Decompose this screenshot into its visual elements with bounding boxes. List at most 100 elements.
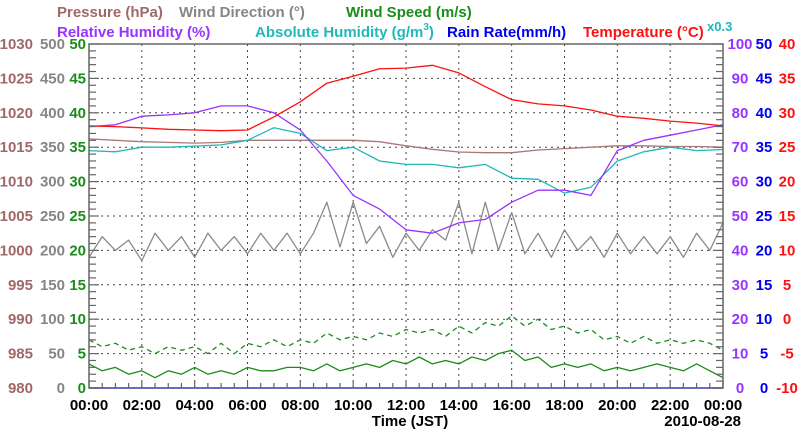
- y-tick-label-relative-humidity: 90: [732, 70, 749, 87]
- y-tick-label-rain-rate: 35: [756, 139, 773, 156]
- x-tick-label: 14:00: [440, 397, 478, 414]
- y-tick-label-wind-speed: 10: [69, 311, 86, 328]
- y-tick-label-wind-speed: 25: [69, 208, 86, 225]
- y-tick-label-wind-direction: 150: [40, 277, 65, 294]
- y-tick-label-temperature: 20: [779, 174, 796, 191]
- y-tick-label-rain-rate: 50: [756, 36, 773, 53]
- axis-labels: 9809859909951000100510101015102010251030…: [0, 36, 798, 414]
- y-tick-label-rain-rate: 10: [756, 311, 773, 328]
- x-tick-label: 20:00: [598, 397, 636, 414]
- y-tick-label-wind-direction: 100: [40, 311, 65, 328]
- series-relative-humidity: [88, 105, 724, 234]
- y-tick-label-relative-humidity: 60: [732, 174, 749, 191]
- y-tick-label-temperature: 0: [783, 311, 791, 328]
- x-tick-label: 00:00: [704, 397, 742, 414]
- axis-ticks: [88, 43, 724, 389]
- x-tick-label: 18:00: [545, 397, 583, 414]
- y-tick-label-relative-humidity: 0: [736, 380, 744, 397]
- y-tick-label-pressure: 1025: [0, 70, 33, 87]
- y-tick-label-temperature: 30: [779, 105, 796, 122]
- y-tick-label-rain-rate: 40: [756, 105, 773, 122]
- y-tick-label-pressure: 1005: [0, 208, 33, 225]
- y-tick-label-relative-humidity: 10: [732, 346, 749, 363]
- grid: [89, 44, 723, 388]
- legend-wind-speed: Wind Speed (m/s): [346, 4, 472, 21]
- y-tick-label-temperature: 25: [779, 139, 796, 156]
- y-tick-label-rain-rate: 45: [756, 70, 773, 87]
- y-tick-label-relative-humidity: 70: [732, 139, 749, 156]
- legend: Pressure (hPa) Wind Direction (°) Wind S…: [57, 4, 732, 41]
- y-tick-label-pressure: 1020: [0, 105, 33, 122]
- y-tick-label-rain-rate: 20: [756, 242, 773, 259]
- y-tick-label-pressure: 1015: [0, 139, 33, 156]
- series-pressure-hpa: [88, 138, 724, 154]
- y-tick-label-wind-speed: 35: [69, 139, 86, 156]
- y-tick-label-wind-speed: 50: [69, 36, 86, 53]
- y-tick-label-wind-speed: 0: [78, 380, 86, 397]
- y-tick-label-wind-direction: 0: [57, 380, 65, 397]
- legend-wind-direction: Wind Direction (°): [179, 4, 305, 21]
- y-tick-label-wind-speed: 40: [69, 105, 86, 122]
- y-tick-label-rain-rate: 15: [756, 277, 773, 294]
- y-tick-label-wind-direction: 200: [40, 242, 65, 259]
- y-tick-label-temperature: 35: [779, 70, 796, 87]
- series-wind-speed-m-s: [88, 349, 724, 379]
- legend-temperature: Temperature (°C): [583, 24, 704, 41]
- abs-humidity-scale-note: x0.3: [707, 19, 732, 34]
- x-tick-label: 16:00: [492, 397, 530, 414]
- y-tick-label-wind-speed: 5: [78, 346, 86, 363]
- y-tick-label-temperature: -10: [776, 380, 798, 397]
- y-tick-label-wind-direction: 300: [40, 174, 65, 191]
- series-temperature-c: [88, 64, 724, 132]
- y-tick-label-rain-rate: 5: [760, 346, 768, 363]
- y-tick-label-temperature: -5: [780, 346, 793, 363]
- y-tick-label-rain-rate: 30: [756, 174, 773, 191]
- y-tick-label-temperature: 5: [783, 277, 791, 294]
- series-wind-speed-gust-m-s: [88, 315, 724, 355]
- series-wind-direction: [88, 201, 724, 262]
- y-tick-label-relative-humidity: 30: [732, 277, 749, 294]
- y-tick-label-pressure: 995: [8, 277, 33, 294]
- y-tick-label-wind-speed: 30: [69, 174, 86, 191]
- legend-relative-humidity: Relative Humidity (%): [57, 24, 210, 41]
- y-tick-label-wind-direction: 50: [48, 346, 65, 363]
- y-tick-label-wind-speed: 45: [69, 70, 86, 87]
- y-tick-label-temperature: 15: [779, 208, 796, 225]
- date-label: 2010-08-28: [664, 413, 741, 430]
- y-tick-label-relative-humidity: 20: [732, 311, 749, 328]
- y-tick-label-pressure: 985: [8, 346, 33, 363]
- x-axis-title: Time (JST): [372, 413, 448, 430]
- y-tick-label-wind-speed: 15: [69, 277, 86, 294]
- y-tick-label-wind-direction: 450: [40, 70, 65, 87]
- legend-absolute-humidity: Absolute Humidity (g/m3): [255, 22, 434, 41]
- y-tick-label-relative-humidity: 40: [732, 242, 749, 259]
- x-tick-label: 02:00: [123, 397, 161, 414]
- plot-frame: [88, 43, 724, 389]
- x-tick-label: 00:00: [70, 397, 108, 414]
- x-tick-label: 04:00: [175, 397, 213, 414]
- y-tick-label-pressure: 1010: [0, 174, 33, 191]
- legend-pressure: Pressure (hPa): [57, 4, 163, 21]
- y-tick-label-wind-direction: 500: [40, 36, 65, 53]
- x-tick-label: 06:00: [228, 397, 266, 414]
- y-tick-label-wind-direction: 400: [40, 105, 65, 122]
- y-tick-label-relative-humidity: 50: [732, 208, 749, 225]
- x-tick-label: 08:00: [281, 397, 319, 414]
- y-tick-label-pressure: 1030: [0, 36, 33, 53]
- y-tick-label-pressure: 990: [8, 311, 33, 328]
- y-tick-label-wind-speed: 20: [69, 242, 86, 259]
- y-tick-label-temperature: 40: [779, 36, 796, 53]
- x-tick-label: 22:00: [651, 397, 689, 414]
- y-tick-label-wind-direction: 250: [40, 208, 65, 225]
- y-tick-label-pressure: 1000: [0, 242, 33, 259]
- x-tick-label: 10:00: [334, 397, 372, 414]
- y-tick-label-temperature: 10: [779, 242, 796, 259]
- y-tick-label-relative-humidity: 80: [732, 105, 749, 122]
- y-tick-label-relative-humidity: 100: [727, 36, 752, 53]
- legend-rain-rate: Rain Rate(mm/h): [447, 24, 566, 41]
- y-tick-label-rain-rate: 25: [756, 208, 773, 225]
- series-absolute-humidity-g-m3: [88, 127, 724, 194]
- y-tick-label-wind-direction: 350: [40, 139, 65, 156]
- x-tick-label: 12:00: [387, 397, 425, 414]
